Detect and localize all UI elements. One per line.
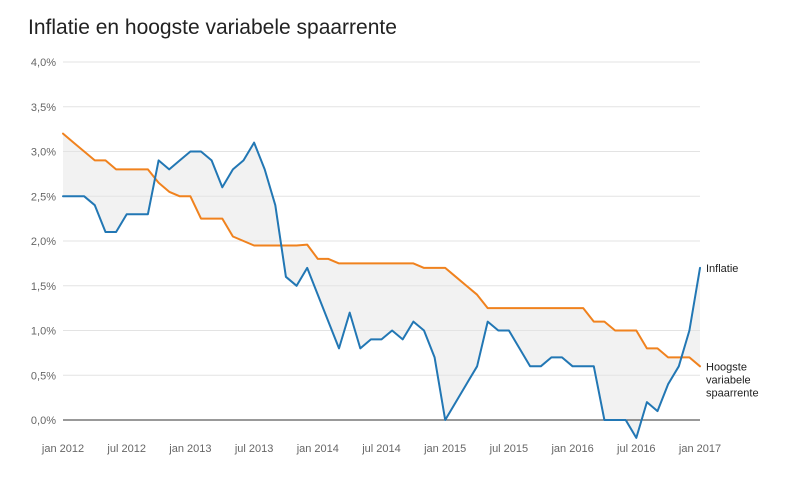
y-tick-label: 3,0% — [31, 147, 56, 159]
x-tick-label: jan 2014 — [296, 443, 339, 455]
y-tick-label: 1,5% — [31, 281, 56, 293]
x-tick-label: jan 2013 — [168, 443, 211, 455]
y-tick-label: 4,0% — [31, 57, 56, 69]
series-lines — [62, 132, 701, 439]
x-tick-label: jan 2012 — [41, 443, 84, 455]
y-tick-label: 0,5% — [31, 370, 56, 382]
x-tick-label: jan 2017 — [678, 443, 721, 455]
series-label: Inflatie — [706, 263, 738, 275]
y-tick-label: 0,0% — [31, 415, 56, 427]
series-line — [62, 141, 701, 439]
x-tick-label: jul 2014 — [361, 443, 401, 455]
y-tick-label: 2,5% — [31, 191, 56, 203]
gridlines — [63, 61, 700, 421]
series-line — [62, 132, 701, 368]
x-tick-label: jan 2016 — [550, 443, 593, 455]
series-label-line: variabele — [706, 374, 751, 386]
y-axis-ticks: 0,0% 0,5% 1,0% 1,5% 2,0% 2,5% 3,0% 3,5% 4,0% — [31, 57, 56, 427]
x-tick-label: jul 2013 — [234, 443, 274, 455]
series-label-line: Hoogste — [706, 361, 747, 373]
series-label-line: Inflatie — [706, 263, 738, 275]
y-tick-label: 1,0% — [31, 326, 56, 338]
x-tick-label: jul 2016 — [616, 443, 656, 455]
series-label: Hoogste variabele spaarrente — [706, 361, 759, 399]
x-axis-ticks: jan 2012 jul 2012 jan 2013 jul 2013 jan 2014… — [41, 443, 721, 455]
y-tick-label: 3,5% — [31, 102, 56, 114]
x-tick-label: jan 2015 — [423, 443, 466, 455]
chart-title: Inflatie en hoogste variabele spaarrente — [28, 16, 397, 39]
series-labels: Inflatie Hoogste variabele spaarrente — [706, 263, 759, 399]
x-tick-label: jul 2015 — [489, 443, 529, 455]
x-tick-label: jul 2012 — [106, 443, 146, 455]
series-label-line: spaarrente — [706, 387, 759, 399]
y-tick-label: 2,0% — [31, 236, 56, 248]
